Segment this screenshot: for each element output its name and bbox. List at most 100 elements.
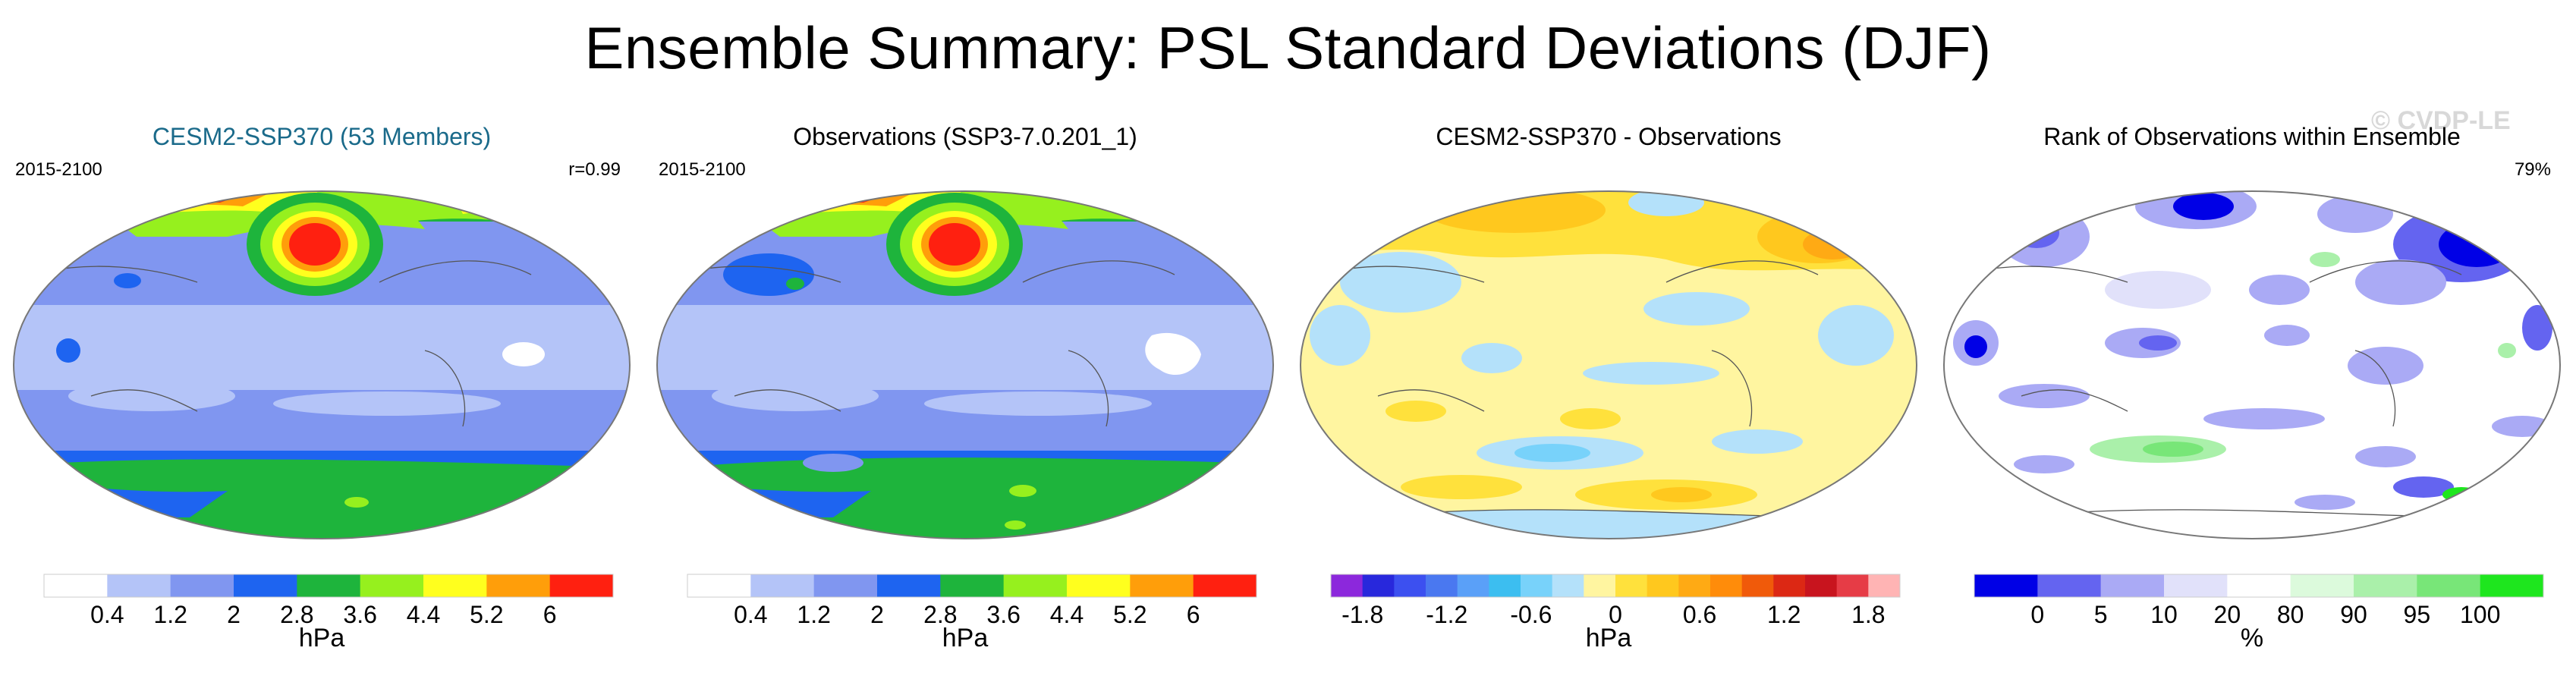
colorbar-swatch <box>549 574 614 597</box>
colorbar-swatch <box>1805 574 1838 597</box>
colorbar-swatch <box>1615 574 1648 597</box>
correlation-label: r=0.99 <box>568 159 621 180</box>
colorbar-swatch <box>1773 574 1806 597</box>
colorbar-swatch <box>1552 574 1584 597</box>
colorbar-tick-label: 5 <box>2094 601 2108 626</box>
colorbar-tick-label: 3.6 <box>343 601 376 626</box>
panel-title: Observations (SSP3-7.0.201_1) <box>793 123 1137 150</box>
colorbar-swatch <box>1836 574 1869 597</box>
colorbar-swatch <box>813 574 878 597</box>
panel-difference: CESM2-SSP370 - Observations <box>1287 0 1930 676</box>
colorbar-tick-label: -0.6 <box>1510 601 1552 626</box>
colorbar-swatch <box>1362 574 1395 597</box>
colorbar-swatch <box>2417 574 2481 597</box>
colorbar-swatch <box>1003 574 1068 597</box>
colorbar-tick-label: 5.2 <box>1113 601 1146 626</box>
rank-percent-label: 79% <box>2514 159 2551 180</box>
map-model-stddev <box>13 190 631 539</box>
colorbar-tick-label: 1.8 <box>1851 601 1885 626</box>
colorbar-swatch <box>1067 574 1131 597</box>
colorbar-border <box>43 574 614 598</box>
panel-title: Rank of Observations within Ensemble <box>2043 123 2461 150</box>
colorbar-tick-label: 1.2 <box>153 601 187 626</box>
colorbar-swatch <box>486 574 551 597</box>
colorbar-border <box>1974 574 2544 598</box>
colorbar-swatch <box>1521 574 1553 597</box>
panel-title: CESM2-SSP370 - Observations <box>1436 123 1782 150</box>
panel-model-stddev: CESM2-SSP370 (53 Members) 2015-2100 r=0.… <box>0 0 643 676</box>
map-rank <box>1943 190 2561 539</box>
colorbar-swatch <box>297 574 361 597</box>
colorbar-swatch <box>2354 574 2417 597</box>
panel-observations-stddev: Observations (SSP3-7.0.201_1) 2015-2100 <box>643 0 1287 676</box>
colorbar-tick-label: 6 <box>1187 601 1200 626</box>
colorbar-tick-label: 2.8 <box>280 601 313 626</box>
colorbar-border <box>687 574 1257 598</box>
colorbar-tick-label: 2.8 <box>923 601 957 626</box>
colorbar-swatch <box>2227 574 2291 597</box>
colorbar-swatch <box>1394 574 1426 597</box>
colorbar-swatch <box>1647 574 1679 597</box>
colorbar-swatch <box>44 574 108 597</box>
colorbar-swatch <box>1678 574 1711 597</box>
panel-title: CESM2-SSP370 (53 Members) <box>152 123 492 150</box>
colorbar-unit: hPa <box>1585 624 1632 652</box>
colorbar-swatch <box>1130 574 1194 597</box>
colorbar-tick-label: 100 <box>2460 601 2500 626</box>
main-title: Ensemble Summary: PSL Standard Deviation… <box>584 14 1992 81</box>
colorbar-swatch <box>234 574 297 597</box>
colorbar-tick-label: 6 <box>543 601 557 626</box>
colorbar-unit: hPa <box>942 624 989 652</box>
colorbar-swatch <box>1331 574 1363 597</box>
colorbar-model-stddev: 0.4 1.2 2 2.8 3.6 4.4 5.2 6 <box>43 574 614 626</box>
colorbar-tick-label: 2 <box>870 601 884 626</box>
colorbar-swatch <box>1584 574 1616 597</box>
period-label: 2015-2100 <box>659 159 746 180</box>
colorbar-swatch <box>2100 574 2165 597</box>
colorbar-tick-label: -1.8 <box>1341 601 1383 626</box>
map-observations-stddev <box>656 190 1274 539</box>
colorbar-swatch <box>2290 574 2354 597</box>
colorbar-tick-label: -1.2 <box>1426 601 1467 626</box>
colorbar-unit: % <box>2240 624 2264 652</box>
colorbar-tick-label: 90 <box>2340 601 2367 626</box>
colorbar-tick-label: 2 <box>227 601 241 626</box>
colorbar-tick-label: 0.4 <box>734 601 767 626</box>
colorbar-swatch <box>687 574 751 597</box>
colorbar-tick-label: 20 <box>2214 601 2241 626</box>
colorbar-swatch <box>1489 574 1521 597</box>
colorbar-swatch <box>170 574 234 597</box>
colorbar-tick-label: 1.2 <box>1767 601 1801 626</box>
colorbar-tick-label: 3.6 <box>986 601 1020 626</box>
colorbar-swatch <box>1193 574 1257 597</box>
colorbar-swatch <box>940 574 1005 597</box>
colorbar-tick-label: 1.2 <box>797 601 830 626</box>
colorbar-swatch <box>2037 574 2102 597</box>
colorbar-border <box>1330 574 1901 598</box>
colorbar-swatch <box>107 574 171 597</box>
colorbar-rank: 0 5 10 20 80 90 95 100 <box>1974 574 2544 626</box>
colorbar-tick-label: 10 <box>2150 601 2178 626</box>
colorbar-tick-label: 95 <box>2404 601 2431 626</box>
colorbar-swatch <box>2164 574 2228 597</box>
colorbar-swatch <box>1426 574 1458 597</box>
period-label: 2015-2100 <box>15 159 102 180</box>
colorbar-observations-stddev: 0.4 1.2 2 2.8 3.6 4.4 5.2 6 <box>687 574 1257 626</box>
colorbar-swatch <box>423 574 487 597</box>
colorbar-swatch <box>1868 574 1901 597</box>
colorbar-swatch <box>1741 574 1774 597</box>
colorbar-swatch <box>750 574 815 597</box>
colorbar-swatch <box>877 574 941 597</box>
colorbar-unit: hPa <box>298 624 345 652</box>
colorbar-swatch <box>1974 574 2038 597</box>
colorbar-tick-label: 80 <box>2277 601 2304 626</box>
panel-rank: Rank of Observations within Ensemble 79% <box>1930 0 2574 676</box>
colorbar-tick-label: 0 <box>1609 601 1622 626</box>
colorbar-tick-label: 4.4 <box>407 601 440 626</box>
colorbar-tick-label: 0 <box>2030 601 2044 626</box>
watermark: © CVDP-LE <box>2371 106 2511 135</box>
colorbar-tick-label: 0.6 <box>1683 601 1716 626</box>
colorbar-tick-label: 5.2 <box>470 601 503 626</box>
colorbar-tick-label: 0.4 <box>90 601 124 626</box>
colorbar-swatch <box>2480 574 2544 597</box>
